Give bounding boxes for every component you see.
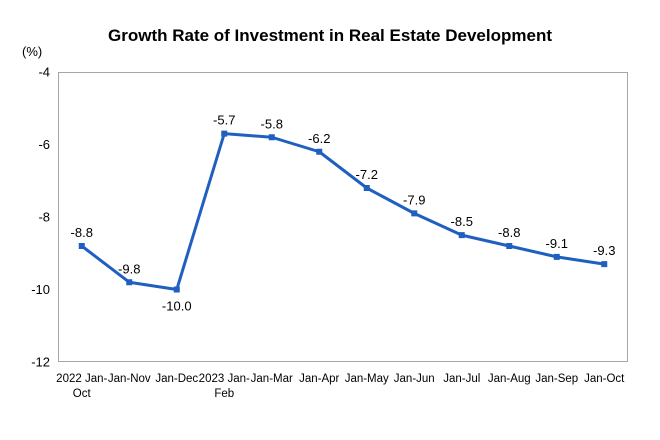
data-point	[553, 253, 560, 260]
x-tick-label: Jan-Jul	[443, 373, 480, 385]
x-tick-label: 2023 Jan-Feb	[199, 373, 250, 400]
x-tick-label: Jan-Dec	[155, 373, 198, 385]
x-tick-label: 2022 Jan-Oct	[56, 373, 107, 400]
data-label: -9.1	[546, 236, 568, 251]
plot-area	[58, 72, 628, 362]
data-label: -8.5	[451, 214, 473, 229]
x-tick-label: Jan-Oct	[584, 373, 625, 385]
series-line	[80, 132, 605, 291]
y-tick-label: -6	[38, 137, 50, 152]
data-point	[363, 185, 370, 191]
data-point	[221, 130, 228, 137]
y-tick-label: -10	[31, 282, 50, 297]
x-tick-label: Jan-Jun	[394, 373, 435, 385]
chart-title: Growth Rate of Investment in Real Estate…	[108, 26, 552, 45]
data-point	[78, 243, 85, 249]
data-label: -9.3	[593, 243, 615, 258]
data-point	[173, 286, 180, 293]
data-label: -8.8	[71, 225, 93, 240]
data-label: -10.0	[162, 299, 192, 314]
data-label: -7.9	[403, 192, 425, 207]
data-point	[268, 134, 275, 141]
data-label: -9.8	[118, 261, 140, 276]
data-label: -5.8	[261, 116, 283, 131]
x-tick-label: Jan-Apr	[299, 373, 339, 385]
y-tick-label: -4	[38, 65, 50, 80]
data-point	[316, 148, 323, 155]
data-point	[126, 279, 133, 286]
data-label: -5.7	[213, 113, 235, 128]
y-tick-label: -12	[31, 355, 50, 370]
data-label: -7.2	[356, 167, 378, 182]
data-point	[601, 261, 608, 268]
x-tick-label: Jan-Sep	[535, 373, 578, 385]
x-tick-label: Jan-Nov	[108, 373, 151, 385]
data-label: -8.8	[498, 225, 520, 240]
data-point	[458, 232, 465, 239]
data-point	[506, 243, 513, 249]
x-tick-label: Jan-May	[345, 373, 389, 385]
x-tick-label: Jan-Mar	[251, 373, 293, 385]
data-label: -6.2	[308, 131, 330, 146]
data-point	[411, 210, 418, 217]
y-unit-label: (%)	[22, 44, 43, 59]
x-tick-label: Jan-Aug	[488, 373, 531, 385]
y-tick-label: -8	[38, 210, 50, 225]
